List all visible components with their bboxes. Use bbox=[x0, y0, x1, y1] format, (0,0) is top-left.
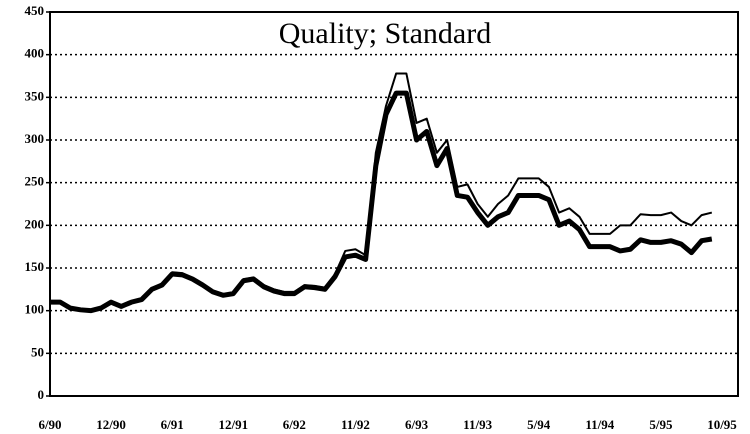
x-tick-label: 12/90 bbox=[96, 417, 126, 432]
y-tick-label: 0 bbox=[38, 387, 45, 402]
plot-frame bbox=[49, 11, 739, 397]
x-tick-label: 6/93 bbox=[405, 417, 429, 432]
x-tick-label: 6/92 bbox=[283, 417, 306, 432]
y-tick-label: 450 bbox=[25, 3, 45, 18]
x-tick-label: 11/93 bbox=[463, 417, 492, 432]
x-tick-label: 5/95 bbox=[649, 417, 673, 432]
y-tick-label: 100 bbox=[25, 302, 45, 317]
data-line bbox=[49, 72, 713, 311]
data-line bbox=[50, 90, 713, 314]
x-tick-label: 11/94 bbox=[585, 417, 614, 432]
x-tick-label: 5/94 bbox=[527, 417, 551, 432]
chart-title: Quality; Standard bbox=[279, 17, 491, 50]
y-tick-label: 400 bbox=[25, 46, 45, 61]
y-tick-label: 200 bbox=[25, 216, 45, 231]
x-tick-label: 6/91 bbox=[161, 417, 184, 432]
x-tick-label: 6/90 bbox=[38, 417, 61, 432]
x-tick-label: 11/92 bbox=[341, 417, 370, 432]
y-tick-label: 300 bbox=[25, 131, 45, 146]
y-tick-label: 50 bbox=[31, 344, 44, 359]
y-tick-label: 150 bbox=[25, 259, 45, 274]
x-tick-label: 10/95 bbox=[707, 417, 737, 432]
y-tick-label: 350 bbox=[25, 88, 45, 103]
x-tick-label: 12/91 bbox=[218, 417, 248, 432]
y-tick-label: 250 bbox=[25, 174, 45, 189]
